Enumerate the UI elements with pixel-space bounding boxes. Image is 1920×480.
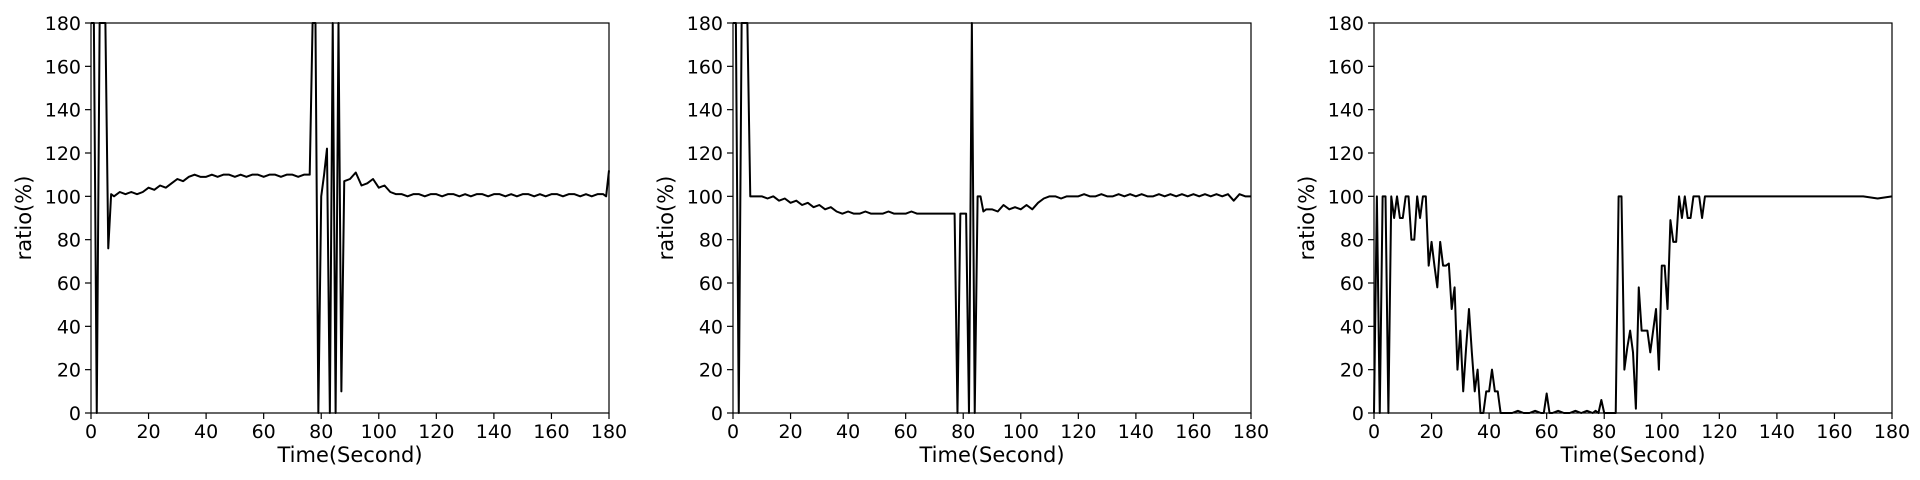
x-tick-label: 140 <box>1759 421 1795 443</box>
x-axis-label: Time(Second) <box>918 443 1064 467</box>
y-axis-label: ratio(%) <box>654 176 678 261</box>
x-tick-label: 100 <box>1644 421 1680 443</box>
x-tick-label: 120 <box>418 421 454 443</box>
y-tick-label: 40 <box>699 316 723 338</box>
y-tick-label: 180 <box>45 13 81 35</box>
y-tick-label: 100 <box>1328 186 1364 208</box>
x-tick-label: 160 <box>1816 421 1852 443</box>
x-tick-label: 100 <box>1003 421 1039 443</box>
x-tick-label: 0 <box>727 421 739 443</box>
x-tick-label: 40 <box>836 421 860 443</box>
y-tick-label: 60 <box>57 273 81 295</box>
y-tick-label: 0 <box>69 403 81 425</box>
x-tick-label: 160 <box>533 421 569 443</box>
x-tick-label: 140 <box>1118 421 1154 443</box>
x-tick-label: 0 <box>85 421 97 443</box>
y-tick-label: 100 <box>45 186 81 208</box>
chart-panel-1: 0 20 40 60 80 100 120 140 160 180 0 20 40 60 80 100 120 1… <box>12 13 627 467</box>
x-tick-label: 20 <box>1419 421 1443 443</box>
x-tick-label: 180 <box>1233 421 1269 443</box>
x-tick-label: 0 <box>1368 421 1380 443</box>
y-tick-label: 120 <box>45 143 81 165</box>
x-tick-label: 20 <box>778 421 802 443</box>
y-tick-label: 120 <box>687 143 723 165</box>
x-tick-label: 80 <box>309 421 333 443</box>
plot-area <box>732 22 1252 414</box>
y-tick-label: 180 <box>687 13 723 35</box>
y-tick-label: 120 <box>1328 143 1364 165</box>
y-axis-label: ratio(%) <box>1295 176 1319 261</box>
y-tick-label: 60 <box>699 273 723 295</box>
series-line-1 <box>91 22 610 414</box>
x-tick-label: 60 <box>894 421 918 443</box>
x-tick-label: 60 <box>252 421 276 443</box>
series-line-1 <box>733 22 1251 414</box>
chart-panel-2: 0 20 40 60 80 100 120 140 160 180 0 20 40 60 80 100 120 1… <box>654 13 1269 467</box>
x-tick-label: 60 <box>1535 421 1559 443</box>
x-tick-label: 140 <box>476 421 512 443</box>
x-tick-label: 100 <box>361 421 397 443</box>
chart-panel-3: 0 20 40 60 80 100 120 140 160 180 0 20 40 60 80 100 120 1… <box>1295 13 1910 467</box>
y-tick-label: 0 <box>711 403 723 425</box>
y-tick-label: 140 <box>1328 100 1364 122</box>
y-tick-label: 20 <box>57 360 81 382</box>
x-tick-label: 40 <box>194 421 218 443</box>
y-tick-label: 160 <box>45 56 81 78</box>
x-axis-label: Time(Second) <box>276 443 422 467</box>
y-axis-label: ratio(%) <box>12 176 36 261</box>
y-tick-label: 80 <box>699 230 723 252</box>
x-tick-label: 20 <box>136 421 160 443</box>
series-line-1 <box>1373 195 1893 414</box>
y-tick-label: 40 <box>1340 316 1364 338</box>
y-tick-label: 40 <box>57 316 81 338</box>
y-tick-label: 180 <box>1328 13 1364 35</box>
y-tick-label: 0 <box>1352 403 1364 425</box>
x-axis-label: Time(Second) <box>1559 443 1705 467</box>
y-tick-label: 80 <box>57 230 81 252</box>
y-tick-label: 160 <box>1328 56 1364 78</box>
y-tick-label: 20 <box>699 360 723 382</box>
y-tick-label: 80 <box>1340 230 1364 252</box>
y-tick-label: 140 <box>687 100 723 122</box>
y-tick-label: 100 <box>687 186 723 208</box>
x-tick-label: 80 <box>1592 421 1616 443</box>
x-tick-label: 120 <box>1701 421 1737 443</box>
y-tick-label: 60 <box>1340 273 1364 295</box>
x-tick-label: 160 <box>1175 421 1211 443</box>
y-tick-label: 140 <box>45 100 81 122</box>
x-tick-label: 180 <box>1874 421 1910 443</box>
x-tick-label: 80 <box>951 421 975 443</box>
x-tick-label: 180 <box>591 421 627 443</box>
plot-area <box>1373 22 1893 414</box>
y-tick-label: 20 <box>1340 360 1364 382</box>
plot-area <box>90 22 610 414</box>
x-tick-label: 40 <box>1477 421 1501 443</box>
x-tick-label: 120 <box>1060 421 1096 443</box>
y-tick-label: 160 <box>687 56 723 78</box>
